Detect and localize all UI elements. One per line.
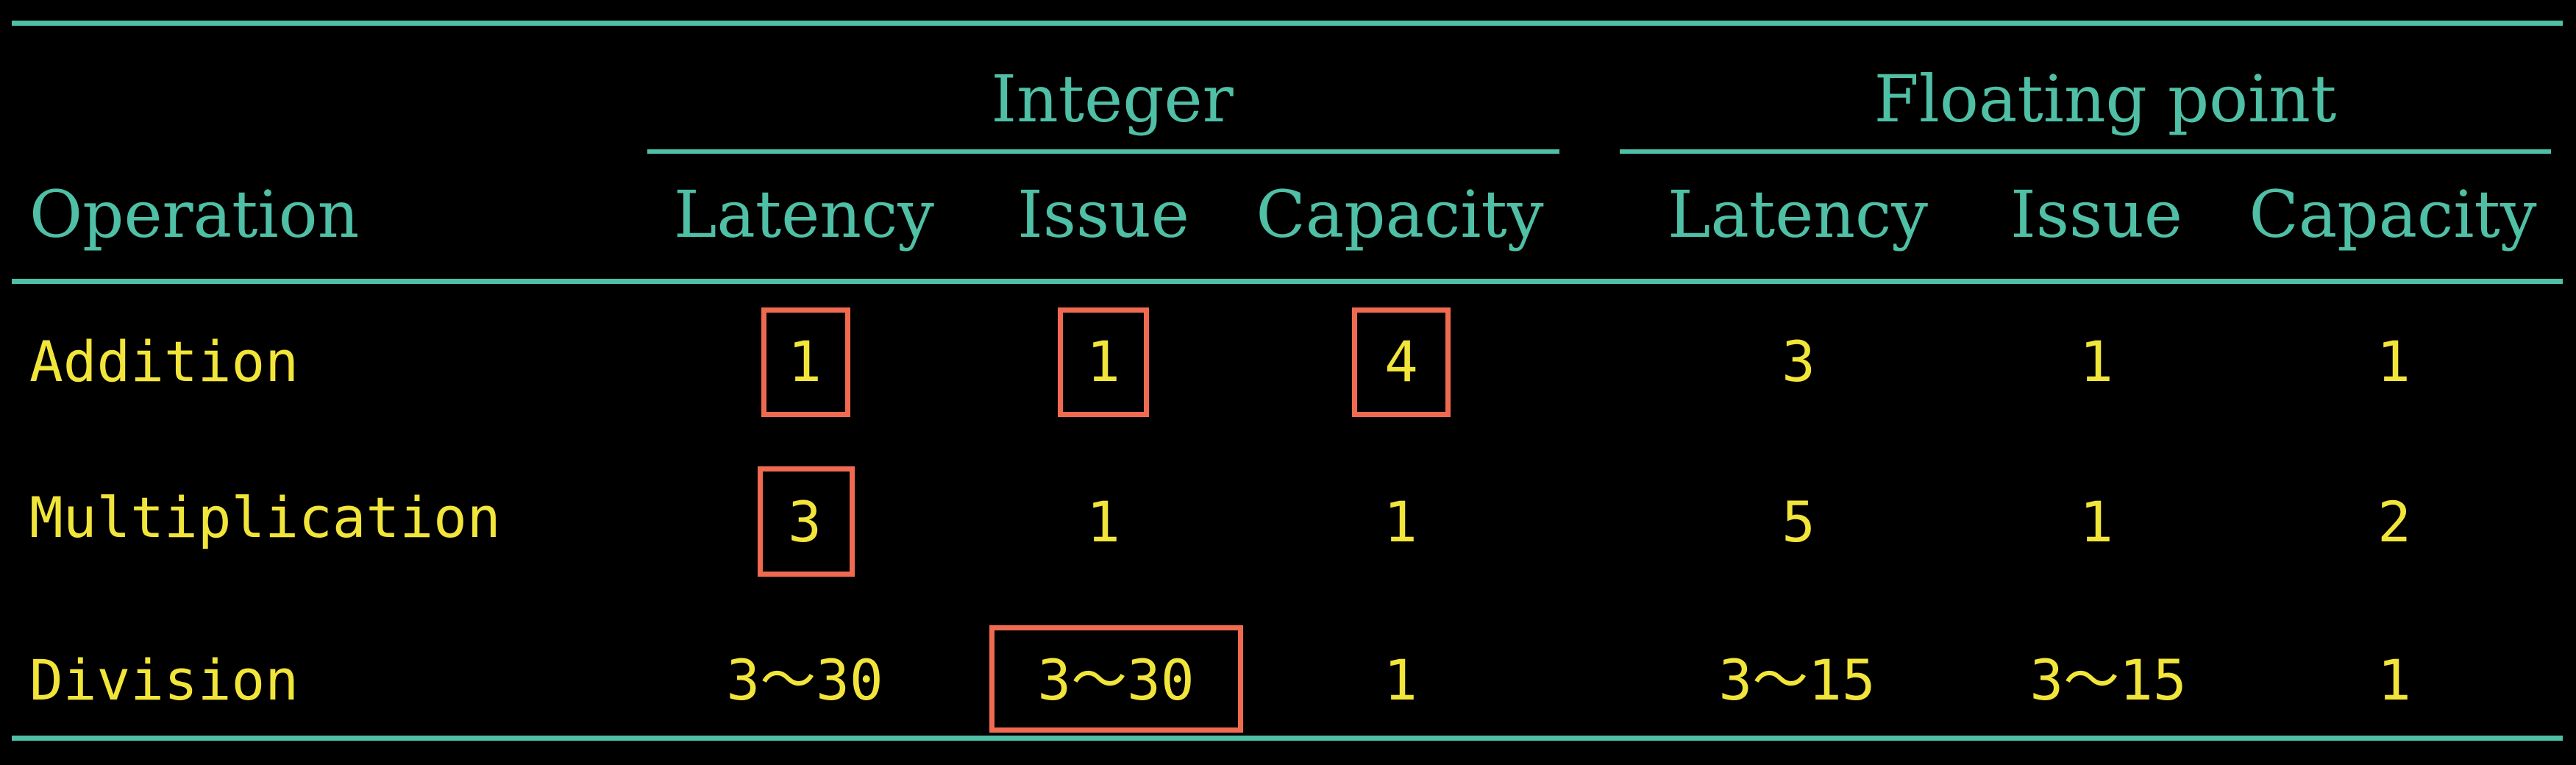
row-label-multiplication: Multiplication: [29, 485, 501, 550]
cell-division-int-issue: 3～30: [1037, 647, 1195, 713]
highlight-box-addition-int-issue: [1058, 307, 1149, 417]
header-rule: [12, 279, 2563, 284]
cell-division-int-latency: 3～30: [726, 647, 883, 713]
cell-division-fp-latency: 3～15: [1718, 647, 1876, 713]
cell-addition-int-latency: 1: [788, 329, 822, 394]
cell-addition-fp-issue: 1: [2079, 329, 2113, 394]
cell-addition-int-capacity: 4: [1384, 329, 1418, 394]
top-rule: [12, 21, 2563, 26]
cell-addition-int-issue: 1: [1086, 329, 1120, 394]
cell-division-int-capacity: 1: [1384, 647, 1417, 713]
floating-point-group-header: Floating point: [1874, 61, 2337, 137]
cell-multiplication-int-latency: 3: [788, 489, 822, 555]
floating-point-group-rule: [1620, 149, 2551, 154]
fp-capacity-column-header: Capacity: [2249, 177, 2537, 252]
highlight-box-addition-int-capacity: [1352, 307, 1451, 417]
highlight-box-multiplication-int-latency: [758, 466, 855, 577]
cell-multiplication-fp-capacity: 2: [2377, 489, 2411, 555]
cell-multiplication-int-capacity: 1: [1384, 489, 1417, 555]
fp-issue-column-header: Issue: [2010, 177, 2182, 252]
cell-division-fp-capacity: 1: [2377, 647, 2411, 713]
operation-column-header: Operation: [29, 177, 360, 252]
fp-latency-column-header: Latency: [1667, 177, 1929, 252]
bottom-rule: [12, 736, 2563, 741]
integer-group-header: Integer: [991, 61, 1234, 137]
cell-multiplication-int-issue: 1: [1086, 489, 1120, 555]
cell-multiplication-fp-issue: 1: [2079, 489, 2113, 555]
row-label-division: Division: [29, 647, 299, 713]
cell-multiplication-fp-latency: 5: [1782, 489, 1815, 555]
cell-addition-fp-latency: 3: [1782, 329, 1815, 394]
int-issue-column-header: Issue: [1017, 177, 1189, 252]
highlight-box-division-int-issue: [989, 625, 1243, 733]
cell-addition-fp-capacity: 1: [2377, 329, 2410, 394]
row-label-addition: Addition: [29, 329, 299, 394]
integer-group-rule: [647, 149, 1559, 154]
cell-division-fp-issue: 3～15: [2029, 647, 2187, 713]
int-capacity-column-header: Capacity: [1256, 177, 1544, 252]
highlight-box-addition-int-latency: [761, 307, 850, 417]
int-latency-column-header: Latency: [673, 177, 935, 252]
